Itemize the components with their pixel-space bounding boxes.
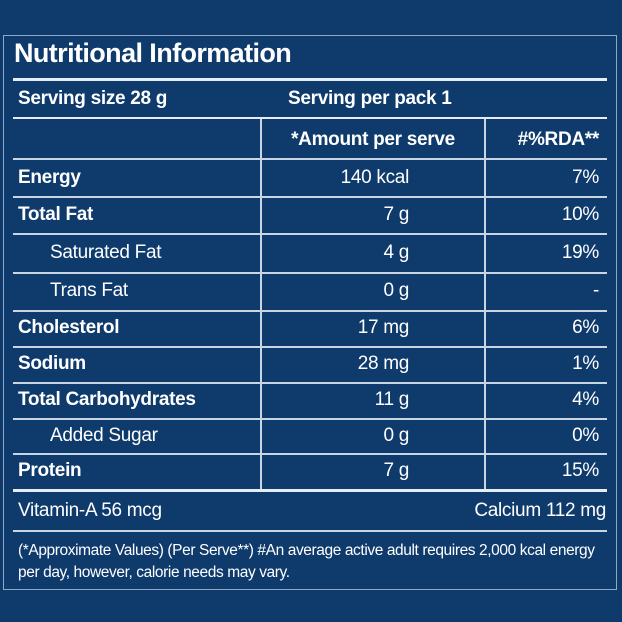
row-name: Total Carbohydrates	[18, 389, 196, 410]
row-name: Sodium	[18, 353, 86, 374]
row-divider	[13, 453, 607, 455]
amount-header: *Amount per serve	[291, 129, 455, 150]
row-amount: 0 g	[383, 424, 409, 446]
row-rda: 6%	[572, 317, 599, 338]
row-amount: 17 mg	[357, 317, 410, 338]
row-amount: 140 kcal	[340, 166, 410, 188]
serving-per-pack: Serving per pack 1	[288, 88, 452, 109]
row-name: Saturated Fat	[50, 241, 162, 263]
row-divider	[13, 233, 607, 235]
row-amount: 7 g	[383, 203, 409, 225]
row-divider	[13, 310, 607, 312]
row-rda: 1%	[572, 353, 599, 374]
row-name: Total Fat	[18, 203, 94, 225]
row-amount: 4 g	[383, 241, 409, 263]
row-amount: 11 g	[374, 389, 410, 410]
row-amount: 28 mg	[357, 353, 410, 374]
row-name: Trans Fat	[50, 280, 128, 301]
row-divider	[13, 382, 607, 384]
row-divider	[13, 272, 607, 274]
panel-title: Nutritional Information	[14, 38, 292, 68]
row-rda: 10%	[561, 203, 599, 225]
column-divider	[260, 119, 262, 491]
divider	[13, 158, 607, 160]
calcium: Calcium 112 mg	[474, 500, 606, 521]
row-name: Added Sugar	[50, 424, 158, 446]
column-divider	[484, 119, 486, 491]
row-rda: 4%	[572, 389, 599, 410]
row-rda: 19%	[561, 241, 599, 263]
divider	[13, 530, 607, 532]
rda-header: #%RDA**	[517, 129, 600, 150]
row-name: Protein	[18, 460, 82, 481]
nutrition-panel	[3, 35, 617, 590]
footnote: (*Approximate Values) (Per Serve**) #An …	[18, 542, 595, 581]
row-rda: 7%	[572, 166, 599, 188]
row-rda: -	[592, 280, 599, 301]
row-amount: 7 g	[383, 460, 409, 481]
row-divider	[13, 346, 607, 348]
row-divider	[13, 196, 607, 198]
row-rda: 15%	[561, 460, 599, 481]
divider	[13, 78, 607, 81]
row-divider	[13, 418, 607, 420]
divider	[13, 489, 607, 492]
serving-size: Serving size 28 g	[18, 88, 168, 109]
row-rda: 0%	[572, 424, 599, 446]
row-name: Cholesterol	[18, 317, 120, 338]
vitamin-a: Vitamin-A 56 mcg	[18, 500, 162, 521]
row-amount: 0 g	[383, 280, 409, 301]
divider	[13, 117, 607, 119]
row-name: Energy	[18, 166, 81, 188]
